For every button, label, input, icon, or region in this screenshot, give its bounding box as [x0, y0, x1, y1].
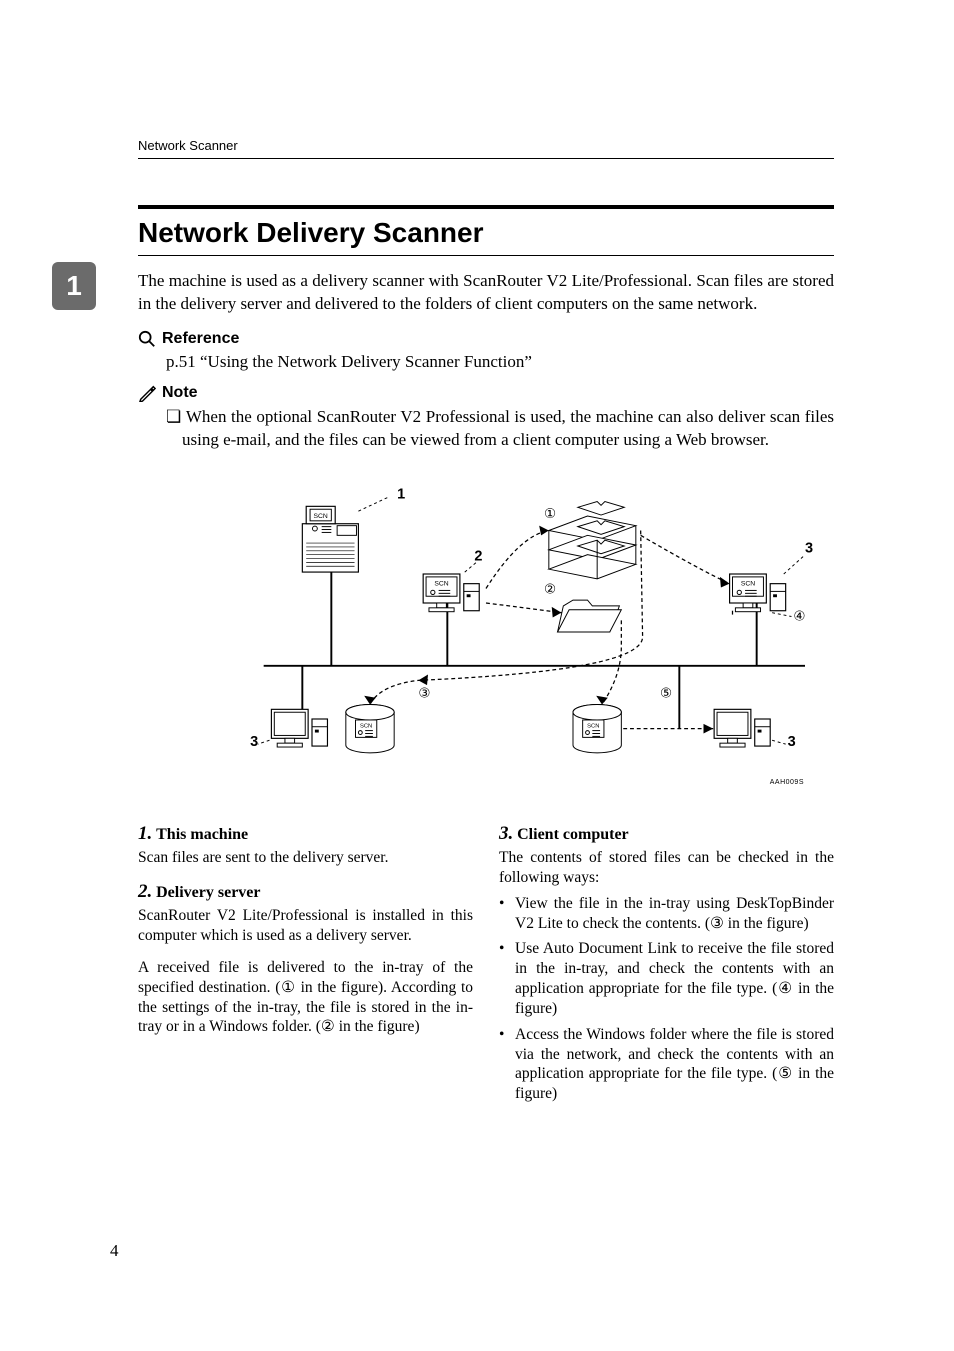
- reference-icon: [138, 330, 156, 348]
- figure-id-code: AAH009S: [770, 779, 804, 786]
- server-pc-icon: SCN: [423, 574, 479, 612]
- svg-text:②: ②: [544, 581, 556, 596]
- note-icon: [138, 384, 156, 402]
- network-diagram-figure: SCN 1 SCN: [138, 472, 834, 792]
- note-item: ❏ When the optional ScanRouter V2 Profes…: [166, 406, 834, 452]
- svg-text:④: ④: [793, 608, 805, 623]
- svg-text:3: 3: [805, 540, 813, 556]
- svg-text:SCN: SCN: [741, 580, 755, 587]
- mfp-icon: SCN: [302, 506, 358, 572]
- intro-paragraph: The machine is used as a delivery scanne…: [138, 270, 834, 316]
- svg-text:①: ①: [544, 506, 556, 521]
- legend-left-column: 1. This machine Scan files are sent to t…: [138, 822, 473, 1110]
- folder-cylinder-left-icon: SCN: [346, 704, 394, 752]
- diagram-svg: SCN 1 SCN: [138, 472, 834, 792]
- chapter-tab: 1: [52, 262, 96, 310]
- svg-text:2: 2: [474, 548, 482, 564]
- folder-cylinder-right-icon: SCN: [573, 704, 621, 752]
- legend-columns: 1. This machine Scan files are sent to t…: [138, 822, 834, 1110]
- item-2-body-2: A received file is delivered to the in-t…: [138, 958, 473, 1037]
- item-3-body: The contents of stored files can be chec…: [499, 848, 834, 888]
- reference-label: Reference: [162, 330, 239, 348]
- svg-text:SCN: SCN: [587, 723, 599, 729]
- svg-text:⑤: ⑤: [660, 685, 672, 700]
- item-2-head: 2. Delivery server: [138, 880, 473, 904]
- page-container: Network Scanner 1 Network Delivery Scann…: [0, 0, 954, 1351]
- svg-text:1: 1: [397, 486, 405, 502]
- reference-text: p.51 “Using the Network Delivery Scanner…: [166, 352, 834, 372]
- client-pc-right-icon: [714, 709, 770, 747]
- svg-text:③: ③: [418, 685, 430, 700]
- section-title: Network Delivery Scanner: [138, 205, 834, 256]
- reference-heading: Reference: [138, 330, 834, 348]
- running-head: Network Scanner: [138, 138, 834, 159]
- bullet-3: Access the Windows folder where the file…: [499, 1025, 834, 1104]
- svg-text:SCN: SCN: [360, 723, 372, 729]
- client-pc-left-icon: [271, 709, 327, 747]
- legend-right-column: 3. Client computer The contents of store…: [499, 822, 834, 1110]
- page-number: 4: [110, 1241, 119, 1261]
- bullet-1: View the file in the in-tray using DeskT…: [499, 894, 834, 934]
- item-1-body: Scan files are sent to the delivery serv…: [138, 848, 473, 868]
- item-2-body-1: ScanRouter V2 Lite/Professional is insta…: [138, 906, 473, 946]
- windows-folder-icon: [558, 600, 622, 632]
- item-3-head: 3. Client computer: [499, 822, 834, 846]
- note-bullet-icon: ❏: [166, 407, 181, 426]
- svg-text:SCN: SCN: [434, 580, 448, 587]
- intray-stack-icon: [549, 501, 636, 578]
- svg-text:SCN: SCN: [314, 513, 328, 520]
- note-label: Note: [162, 384, 198, 402]
- svg-text:3: 3: [250, 734, 258, 750]
- bullet-2: Use Auto Document Link to receive the fi…: [499, 939, 834, 1018]
- note-text: When the optional ScanRouter V2 Professi…: [182, 407, 834, 449]
- note-heading: Note: [138, 384, 834, 402]
- item-3-bullets: View the file in the in-tray using DeskT…: [499, 894, 834, 1104]
- item-1-head: 1. This machine: [138, 822, 473, 846]
- svg-text:3: 3: [788, 734, 796, 750]
